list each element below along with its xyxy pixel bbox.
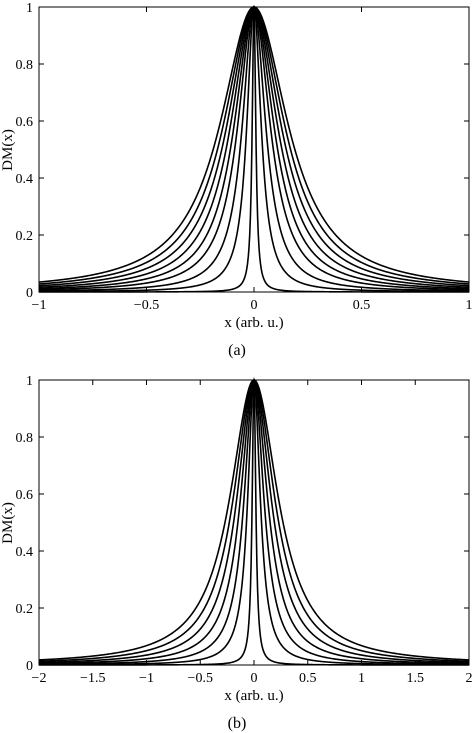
y-tick-label: 0.8 bbox=[16, 431, 34, 446]
x-tick-label: −0.5 bbox=[188, 671, 213, 686]
y-axis-label-b: DM(x) bbox=[0, 502, 16, 544]
y-tick-label: 1 bbox=[26, 1, 33, 16]
series-line-a-3 bbox=[38, 5, 470, 292]
y-ticks-a: 0 0.2 0.4 0.6 0.8 1 bbox=[16, 1, 469, 301]
chart-panel-a: −1 −0.5 0 0.5 1 0 0.2 0.4 0.6 0.8 1 x (arb. u.) D… bbox=[0, 1, 473, 359]
x-axis-label-a: x (arb. u.) bbox=[224, 315, 283, 331]
series-line-b-3 bbox=[38, 378, 470, 665]
y-tick-label: 0.6 bbox=[16, 115, 34, 130]
panel-caption-b: (b) bbox=[228, 715, 247, 732]
x-tick-label: 1.5 bbox=[407, 671, 425, 686]
y-tick-label: 0.4 bbox=[16, 172, 34, 187]
x-tick-label: −2 bbox=[32, 671, 47, 686]
x-tick-label: 0.5 bbox=[299, 671, 317, 686]
y-tick-label: 0 bbox=[26, 286, 33, 301]
y-tick-label: 0.6 bbox=[16, 488, 34, 503]
series-line-b-7 bbox=[38, 379, 470, 661]
x-tick-label: 1 bbox=[358, 671, 365, 686]
curves-a bbox=[38, 4, 470, 293]
y-tick-label: 0.8 bbox=[16, 58, 34, 73]
x-ticks-a: −1 −0.5 0 0.5 1 bbox=[32, 7, 473, 313]
series-line-b-6 bbox=[38, 379, 470, 663]
series-line-b-1 bbox=[39, 379, 469, 666]
chart-panel-b: −2 −1.5 −1 −0.5 0 0.5 1 1.5 2 0 0.2 0.4 0.6 0.8 1 x (… bbox=[0, 374, 473, 732]
x-tick-label: −1 bbox=[139, 671, 154, 686]
series-line-b-5 bbox=[38, 379, 470, 664]
x-tick-label: −1 bbox=[32, 298, 47, 313]
x-tick-label: −1.5 bbox=[80, 671, 105, 686]
x-tick-label: 0 bbox=[251, 298, 258, 313]
y-tick-label: 1 bbox=[26, 374, 33, 389]
series-line-a-8 bbox=[38, 6, 470, 285]
y-tick-label: 0 bbox=[26, 659, 33, 674]
x-axis-label-b: x (arb. u.) bbox=[224, 688, 283, 704]
series-line-b-4 bbox=[38, 378, 470, 665]
series-line-a-5 bbox=[38, 6, 470, 290]
series-line-a-6 bbox=[38, 6, 470, 289]
plot-frame-a bbox=[38, 6, 470, 293]
x-ticks-b: −2 −1.5 −1 −0.5 0 0.5 1 1.5 2 bbox=[32, 380, 473, 686]
y-tick-label: 0.2 bbox=[16, 602, 34, 617]
series-line-a-9 bbox=[38, 6, 470, 283]
x-tick-label: 2 bbox=[466, 671, 473, 686]
y-ticks-b: 0 0.2 0.4 0.6 0.8 1 bbox=[16, 374, 469, 674]
x-tick-label: 1 bbox=[466, 298, 473, 313]
y-tick-label: 0.4 bbox=[16, 545, 34, 560]
plot-frame-b bbox=[38, 379, 470, 666]
series-line-a-7 bbox=[38, 6, 470, 287]
panel-caption-a: (a) bbox=[228, 342, 246, 359]
x-tick-label: 0.5 bbox=[353, 298, 371, 313]
curves-b bbox=[38, 377, 470, 666]
y-axis-label-a: DM(x) bbox=[0, 129, 16, 171]
series-line-a-2 bbox=[39, 4, 469, 293]
series-line-a-4 bbox=[38, 6, 470, 291]
x-tick-label: 0 bbox=[251, 671, 258, 686]
series-line-a-1 bbox=[39, 6, 469, 293]
x-tick-label: −0.5 bbox=[134, 298, 159, 313]
series-line-b-2 bbox=[39, 377, 469, 666]
y-tick-label: 0.2 bbox=[16, 229, 34, 244]
